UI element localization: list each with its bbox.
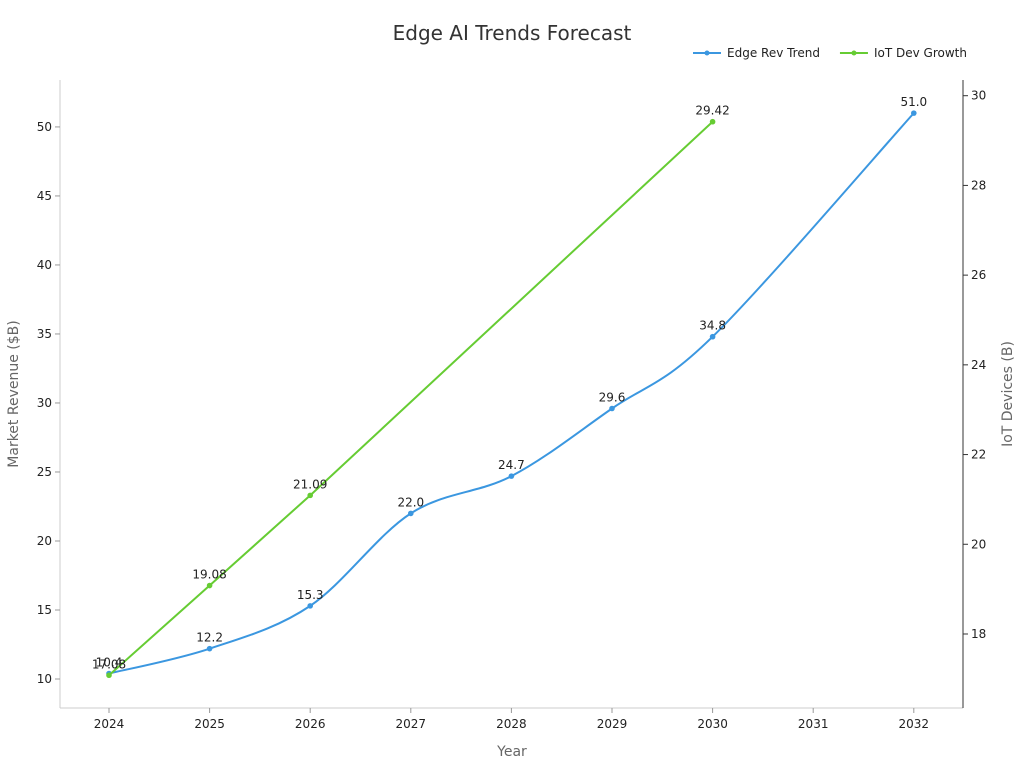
data-label: 22.0 [397, 495, 424, 509]
x-tick-label: 2030 [697, 717, 728, 731]
left-tick-label: 10 [37, 672, 52, 686]
data-point[interactable] [911, 110, 917, 116]
left-tick-label: 20 [37, 534, 52, 548]
legend-item[interactable]: IoT Dev Growth [839, 46, 967, 60]
right-tick-label: 24 [971, 358, 986, 372]
x-tick-label: 2029 [597, 717, 628, 731]
legend-marker [851, 50, 857, 56]
x-tick-label: 2027 [396, 717, 427, 731]
left-axis-ticks: 10 15 20 25 30 35 40 45 50 [37, 120, 60, 686]
x-axis-label: Year [496, 744, 527, 760]
left-tick-label: 50 [37, 120, 52, 134]
x-tick-label: 2028 [496, 717, 527, 731]
series-layer: 10.4 12.2 15.3 22.0 24.7 29.6 34.8 51.0 17.08 19.… [92, 95, 927, 679]
data-label: 17.08 [92, 657, 126, 671]
left-tick-label: 30 [37, 396, 52, 410]
data-label: 34.8 [699, 319, 726, 333]
data-label: 21.09 [293, 477, 327, 491]
left-tick-label: 45 [37, 189, 52, 203]
right-axis-label: IoT Devices (B) [1000, 341, 1016, 447]
legend-label: Edge Rev Trend [727, 46, 820, 60]
data-label: 10.4 [96, 655, 123, 669]
data-point[interactable] [709, 118, 716, 125]
data-point[interactable] [408, 510, 414, 517]
right-tick-label: 22 [971, 448, 986, 462]
data-point[interactable] [709, 333, 716, 340]
left-axis-label: Market Revenue ($B) [6, 320, 22, 467]
series-1: 17.08 19.08 21.09 29.42 [92, 104, 730, 679]
data-label: 12.2 [196, 631, 223, 645]
data-point[interactable] [307, 603, 314, 609]
x-tick-label: 2025 [194, 717, 225, 731]
data-label: 24.7 [498, 458, 525, 472]
data-label: 51.0 [900, 95, 927, 109]
right-tick-label: 26 [971, 268, 986, 282]
data-point[interactable] [307, 492, 314, 499]
x-tick-label: 2032 [899, 717, 930, 731]
x-tick-label: 2024 [94, 717, 125, 731]
series-0: 10.4 12.2 15.3 22.0 24.7 29.6 34.8 51.0 [96, 95, 927, 677]
data-point[interactable] [206, 582, 213, 589]
right-tick-label: 20 [971, 537, 986, 551]
right-tick-label: 28 [971, 178, 986, 192]
series-line [108, 112, 915, 675]
data-label: 15.3 [297, 588, 324, 602]
legend[interactable]: Edge Rev Trend IoT Dev Growth [693, 46, 967, 60]
data-point[interactable] [508, 473, 515, 479]
series-line [108, 120, 714, 677]
chart-title: Edge AI Trends Forecast [393, 21, 632, 45]
data-point[interactable] [206, 645, 213, 652]
legend-marker [704, 50, 710, 56]
legend-label: IoT Dev Growth [874, 46, 967, 60]
data-label: 19.08 [192, 568, 226, 582]
left-tick-label: 40 [37, 258, 52, 272]
legend-item[interactable]: Edge Rev Trend [693, 46, 820, 60]
left-tick-label: 25 [37, 465, 52, 479]
x-axis-ticks: 2024 2025 2026 2027 2028 2029 2030 2031 2032 [94, 708, 929, 731]
right-tick-label: 30 [971, 89, 986, 103]
x-tick-label: 2031 [798, 717, 829, 731]
data-label: 29.42 [695, 104, 729, 118]
x-tick-label: 2026 [295, 717, 326, 731]
data-point[interactable] [106, 672, 112, 679]
data-point[interactable] [609, 405, 615, 412]
right-tick-label: 18 [971, 627, 986, 641]
data-label: 29.6 [599, 390, 626, 404]
left-tick-label: 15 [37, 603, 52, 617]
left-tick-label: 35 [37, 327, 52, 341]
right-axis-ticks: 18 20 22 24 26 28 30 [963, 89, 986, 641]
